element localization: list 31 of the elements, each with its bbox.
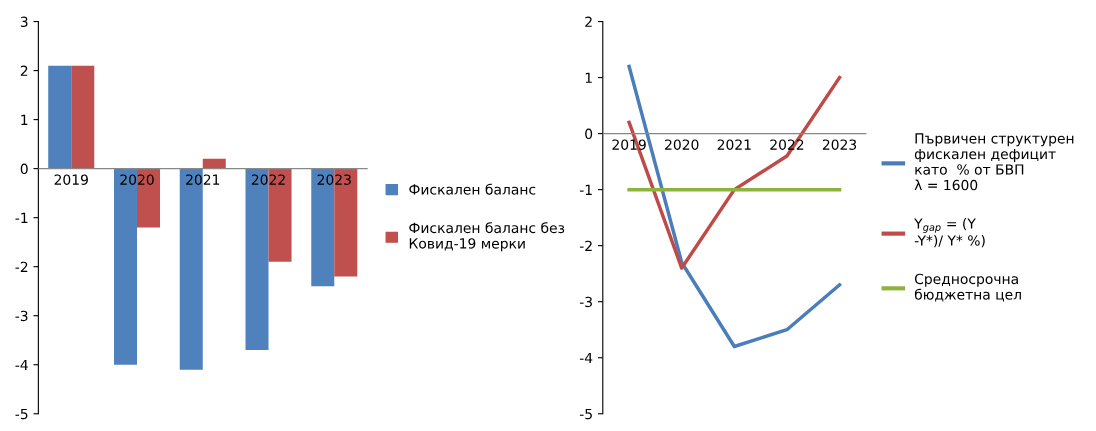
x-tick-label: 2023 bbox=[822, 139, 857, 150]
y-tick-label: -2 bbox=[15, 261, 28, 272]
legend-label: Фискален баланс без Ковид-19 мерки bbox=[409, 222, 565, 252]
y-tick-label: 2 bbox=[20, 65, 28, 76]
y-tick-label: 3 bbox=[20, 16, 28, 28]
y-tick-label: -4 bbox=[15, 359, 28, 371]
y-tick-label: -1 bbox=[15, 212, 28, 223]
x-tick-label: 2020 bbox=[665, 139, 699, 150]
y-tick-label: -3 bbox=[579, 296, 592, 308]
x-tick-label: 2019 bbox=[54, 174, 88, 185]
bar bbox=[71, 65, 95, 169]
y-tick-label: -5 bbox=[579, 408, 592, 420]
x-tick-label: 2020 bbox=[120, 174, 154, 185]
y-tick-label: 2 bbox=[585, 16, 592, 27]
y-tick-label: 1 bbox=[21, 114, 28, 125]
y-tick-label: 1 bbox=[585, 72, 592, 83]
y-tick-label: -5 bbox=[15, 408, 28, 420]
y-tick-label: -4 bbox=[579, 352, 593, 364]
legend-label: Y$_{gap}$ = (Y -Y*)/ Y* %) bbox=[914, 218, 985, 248]
y-tick-label: -2 bbox=[579, 240, 592, 251]
legend-label: Първичен структурен фискален дефицит като % от БВП λ = 1600 bbox=[914, 133, 1074, 191]
x-tick-label: 2023 bbox=[317, 174, 351, 185]
y-tick-label: -3 bbox=[15, 310, 28, 322]
x-tick-label: 2021 bbox=[717, 139, 751, 150]
bar bbox=[48, 65, 72, 169]
legend-label: Фискален баланс bbox=[409, 183, 536, 195]
y-tick-label: 0 bbox=[585, 128, 593, 140]
legend-label: Средносрочна бюджетна цел bbox=[914, 273, 1021, 302]
y-tick-label: -1 bbox=[579, 184, 592, 195]
bar bbox=[202, 158, 226, 169]
y-tick-label: 0 bbox=[20, 163, 28, 175]
